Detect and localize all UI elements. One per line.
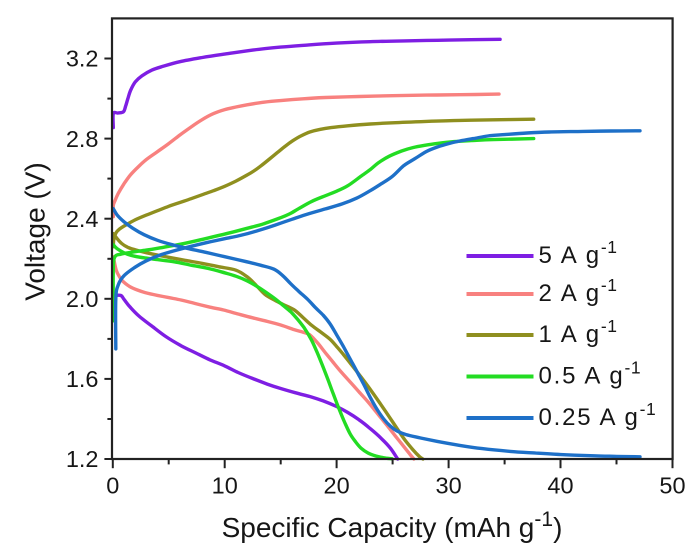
svg-text:30: 30 — [436, 473, 462, 499]
svg-text:2.0: 2.0 — [66, 286, 99, 312]
svg-text:0.5 A g-1: 0.5 A g-1 — [539, 358, 642, 390]
svg-text:2.8: 2.8 — [66, 126, 99, 152]
svg-text:Specific Capacity (mAh g-1): Specific Capacity (mAh g-1) — [222, 508, 563, 543]
svg-text:20: 20 — [324, 473, 350, 499]
svg-text:Voltage (V): Voltage (V) — [20, 162, 51, 301]
svg-text:0.25 A g-1: 0.25 A g-1 — [539, 399, 657, 431]
svg-text:1.6: 1.6 — [66, 366, 99, 392]
svg-text:1 A g-1: 1 A g-1 — [539, 316, 618, 348]
svg-text:1.2: 1.2 — [66, 446, 99, 472]
svg-text:3.2: 3.2 — [66, 46, 99, 72]
svg-text:2.4: 2.4 — [66, 206, 99, 232]
svg-text:40: 40 — [547, 473, 573, 499]
svg-text:5 A g-1: 5 A g-1 — [539, 237, 618, 269]
svg-text:10: 10 — [212, 473, 238, 499]
svg-text:2 A g-1: 2 A g-1 — [539, 275, 618, 307]
svg-text:50: 50 — [659, 473, 685, 499]
svg-text:0: 0 — [106, 473, 119, 499]
